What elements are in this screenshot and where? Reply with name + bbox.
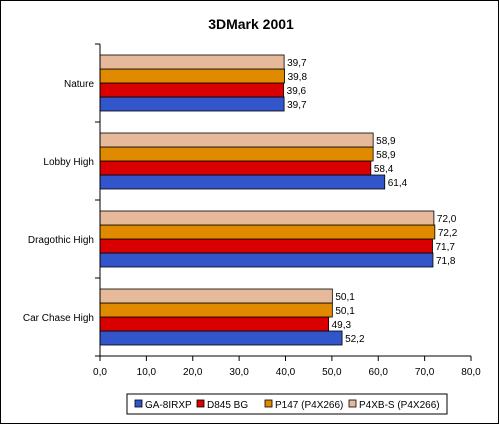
data-label: 52,2 bbox=[345, 334, 365, 345]
x-tick-label: 30,0 bbox=[229, 367, 249, 378]
x-tick-label: 70,0 bbox=[415, 367, 435, 378]
legend-label: D845 BG bbox=[207, 400, 248, 411]
bar-2 bbox=[99, 82, 285, 98]
category-label: Dragothic High bbox=[28, 235, 94, 246]
bar-1 bbox=[99, 252, 434, 268]
data-label: 71,7 bbox=[436, 242, 456, 253]
x-tick-label: 40,0 bbox=[276, 367, 296, 378]
bar-2 bbox=[99, 160, 372, 176]
bar-2 bbox=[99, 238, 433, 254]
bar-1 bbox=[99, 174, 386, 190]
data-label: 72,0 bbox=[437, 214, 457, 225]
legend-swatch bbox=[196, 399, 205, 408]
x-tick-label: 0,0 bbox=[93, 367, 107, 378]
data-label: 50,1 bbox=[335, 306, 355, 317]
chart-title: 3DMark 2001 bbox=[208, 16, 294, 32]
bar-2 bbox=[99, 316, 330, 332]
legend-label: P4XB-S (P4X266) bbox=[359, 400, 440, 411]
category-label: Car Chase High bbox=[23, 313, 94, 324]
x-tick-label: 20,0 bbox=[183, 367, 203, 378]
data-label: 49,3 bbox=[332, 320, 352, 331]
data-label: 71,8 bbox=[436, 256, 456, 267]
data-label: 39,6 bbox=[287, 86, 307, 97]
legend-label: P147 (P4X266) bbox=[275, 400, 343, 411]
legend-swatch bbox=[134, 399, 143, 408]
bar-3 bbox=[99, 302, 333, 318]
bar-1 bbox=[99, 330, 343, 346]
x-tick-label: 10,0 bbox=[137, 367, 157, 378]
x-tick-label: 80,0 bbox=[461, 367, 481, 378]
legend: GA-8IRXP D845 BG P147 (P4X266) P4XB-S (P4X2… bbox=[126, 393, 448, 415]
data-label: 72,2 bbox=[438, 228, 458, 239]
data-label: 61,4 bbox=[388, 178, 408, 189]
bar-4 bbox=[99, 54, 285, 70]
bar-4 bbox=[99, 132, 374, 148]
data-label: 58,4 bbox=[374, 164, 394, 175]
bar-3 bbox=[99, 146, 374, 162]
bar-1 bbox=[99, 96, 285, 112]
legend-swatch bbox=[264, 399, 273, 408]
data-label: 58,9 bbox=[376, 150, 396, 161]
category-label: Nature bbox=[64, 79, 94, 90]
data-label: 39,7 bbox=[287, 58, 307, 69]
bar-3 bbox=[99, 68, 285, 84]
x-tick-label: 60,0 bbox=[369, 367, 389, 378]
category-label: Lobby High bbox=[43, 157, 94, 168]
bar-4 bbox=[99, 288, 333, 304]
legend-label: GA-8IRXP bbox=[145, 400, 192, 411]
data-label: 39,8 bbox=[288, 72, 308, 83]
x-tick-label: 50,0 bbox=[322, 367, 342, 378]
legend-swatch bbox=[348, 399, 357, 408]
data-label: 50,1 bbox=[335, 292, 355, 303]
bar-4 bbox=[99, 210, 435, 226]
data-label: 58,9 bbox=[376, 136, 396, 147]
data-label: 39,7 bbox=[287, 100, 307, 111]
legend-box bbox=[126, 393, 448, 415]
bar-3 bbox=[99, 224, 436, 240]
plot-area: 39,7 39,6 39,8 39,7 Nature 61,4 58,4 58,9 58,9 Lo… bbox=[23, 43, 481, 378]
